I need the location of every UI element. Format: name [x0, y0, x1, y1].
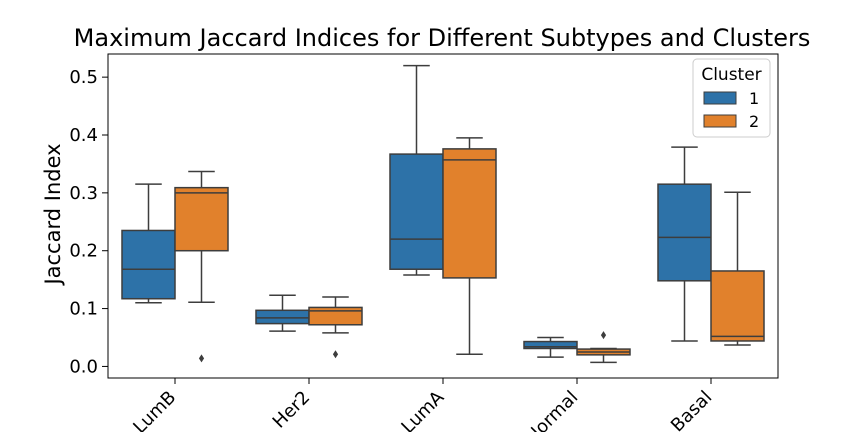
- y-tick-label: 0.1: [69, 299, 98, 320]
- x-tick-label-normal: Normal: [521, 387, 582, 432]
- y-tick-label: 0.2: [69, 241, 98, 262]
- legend-label-cluster-2: 2: [749, 112, 759, 131]
- chart-title: Maximum Jaccard Indices for Different Su…: [74, 24, 811, 52]
- box-lumb-cluster-1: [121, 183, 176, 304]
- y-tick-label: 0.4: [69, 125, 98, 146]
- outlier-point: [198, 354, 205, 363]
- plot-area: 0.0 0.1 0.2 0.3 0.4 0.5 LumB Her2 LumA Normal Basa…: [69, 53, 779, 432]
- box-iqr: [174, 186, 229, 252]
- legend-label-cluster-1: 1: [749, 89, 759, 108]
- box-iqr: [523, 340, 578, 350]
- outlier-point: [332, 350, 339, 359]
- y-tick-label: 0.0: [69, 356, 98, 377]
- box-basal-cluster-1: [657, 146, 712, 342]
- legend-swatch-cluster-1: [703, 91, 737, 105]
- box-normal-cluster-1: [523, 336, 578, 358]
- legend-swatch-cluster-2: [703, 114, 737, 128]
- box-iqr: [710, 270, 765, 342]
- box-iqr: [255, 309, 310, 325]
- legend: Cluster 1 2: [692, 58, 771, 138]
- x-tick-label-luma: LumA: [397, 386, 448, 432]
- box-lumb-cluster-2: [174, 170, 229, 363]
- y-tick-label: 0.3: [69, 183, 98, 204]
- box-luma-cluster-1: [389, 64, 444, 276]
- box-her2-cluster-2: [308, 296, 363, 359]
- box-basal-cluster-2: [710, 191, 765, 346]
- x-tick-label-basal: Basal: [667, 387, 716, 432]
- box-luma-cluster-2: [442, 137, 497, 356]
- box-her2-cluster-1: [255, 294, 310, 332]
- box-iqr: [121, 229, 176, 300]
- legend-title: Cluster: [701, 65, 761, 85]
- y-axis-label: Jaccard Index: [41, 143, 65, 286]
- outlier-point: [600, 331, 607, 340]
- x-tick-label-her2: Her2: [269, 387, 315, 432]
- y-tick-label: 0.5: [69, 67, 98, 88]
- box-iqr: [442, 148, 497, 279]
- box-iqr: [389, 153, 444, 270]
- box-normal-cluster-2: [576, 331, 631, 364]
- box-iqr: [308, 306, 363, 326]
- box-iqr: [657, 183, 712, 282]
- x-tick-label-lumb: LumB: [129, 387, 180, 432]
